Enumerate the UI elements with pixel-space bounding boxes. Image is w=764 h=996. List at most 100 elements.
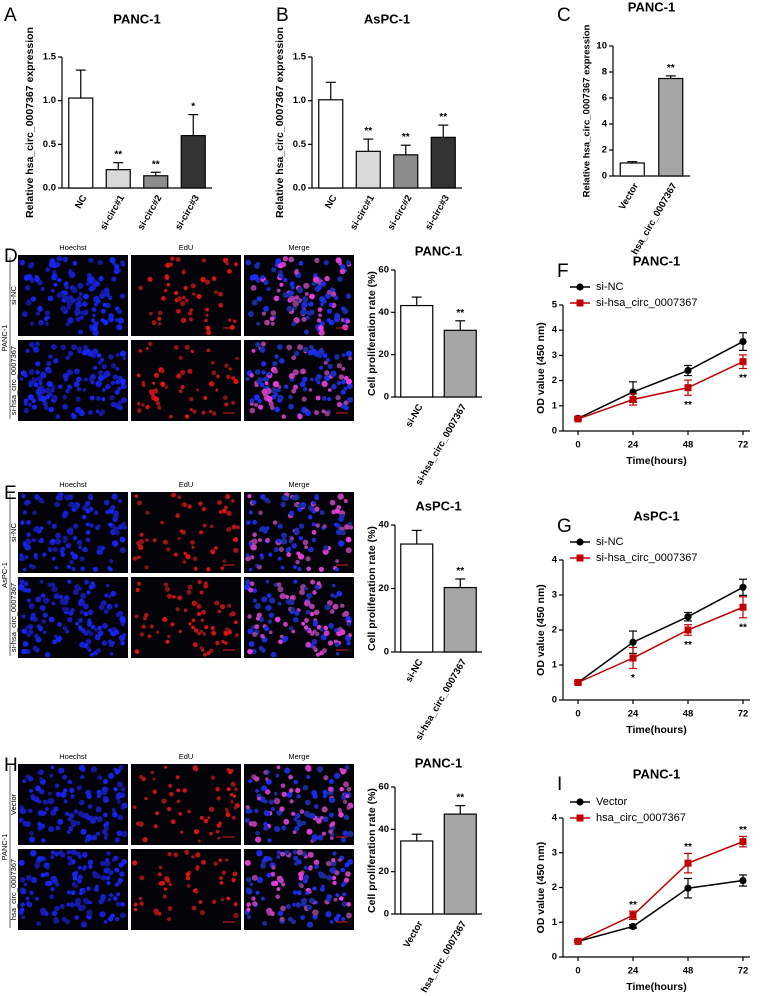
cell-dot	[114, 603, 119, 608]
cell-dot	[75, 316, 81, 322]
cell-dot	[302, 386, 308, 392]
cell-dot	[303, 874, 309, 880]
cell-dot	[105, 509, 110, 515]
cell-dot	[341, 794, 347, 800]
cell-dot	[25, 625, 29, 630]
cell-dot	[22, 809, 27, 814]
cell-dot	[281, 825, 287, 831]
cell-dot	[85, 530, 91, 535]
cell-dot	[184, 414, 190, 419]
cell-dot	[120, 260, 125, 266]
cell-dot	[30, 296, 37, 302]
cell-dot	[247, 915, 252, 920]
cell-dot	[312, 501, 317, 505]
chart-title: AsPC-1	[415, 498, 461, 513]
cell-dot	[69, 559, 74, 565]
cell-dot	[72, 875, 78, 881]
cell-dot	[348, 633, 352, 638]
y-tick-label: 0	[384, 909, 389, 920]
legend-marker	[576, 299, 584, 307]
cell-dot	[277, 586, 284, 593]
cell-dot	[113, 268, 120, 275]
cell-dot	[325, 860, 332, 867]
micrograph	[244, 255, 354, 336]
cell-dot	[218, 510, 223, 514]
data-point	[629, 654, 637, 662]
cell-dot	[255, 831, 260, 836]
cell-dot	[186, 876, 190, 881]
cell-dot	[345, 293, 352, 299]
cell-dot	[73, 589, 79, 596]
cell-dot	[262, 921, 267, 926]
chart-title: AsPC-1	[633, 508, 679, 523]
cell-dot	[152, 381, 156, 385]
cell-dot	[49, 773, 54, 778]
cell-dot	[175, 607, 180, 612]
cell-dot	[49, 258, 56, 265]
cell-dot	[192, 292, 196, 296]
cell-dot	[89, 523, 94, 528]
cell-dot	[323, 545, 329, 551]
cell-dot	[45, 394, 51, 400]
cell-dot	[117, 400, 123, 406]
cell-dot	[335, 508, 340, 514]
cell-dot	[276, 765, 281, 770]
cell-dot	[341, 367, 346, 371]
cell-dot	[292, 902, 297, 907]
cell-dot	[53, 593, 60, 600]
significance: **	[739, 622, 747, 633]
cell-dot	[51, 586, 58, 593]
cell-dot	[24, 285, 31, 291]
cell-dot	[119, 912, 126, 919]
cell-dot	[78, 329, 83, 335]
cell-dot	[87, 804, 93, 809]
cell-dot	[105, 858, 110, 863]
cell-dot	[117, 814, 124, 821]
cell-dot	[83, 344, 88, 350]
cell-dot	[344, 877, 349, 883]
cell-dot	[86, 909, 93, 916]
cell-dot	[256, 321, 261, 326]
cell-dot	[274, 616, 281, 623]
cell-layer	[19, 341, 127, 420]
cell-dot	[344, 765, 350, 770]
cell-dot	[67, 579, 72, 584]
cell-dot	[51, 394, 58, 401]
cell-dot	[102, 829, 107, 835]
cell-dot	[204, 625, 209, 630]
cell-dot	[35, 388, 42, 395]
cell-dot	[97, 260, 103, 266]
cell-dot	[109, 508, 114, 514]
cell-dot	[203, 396, 208, 400]
cell-dot	[56, 292, 63, 299]
cell-dot	[135, 587, 140, 593]
cell-dot	[321, 298, 327, 304]
cell-dot	[29, 341, 35, 348]
cell-dot	[235, 633, 239, 637]
panel-letter: C	[557, 5, 571, 26]
cell-dot	[23, 581, 29, 586]
cell-dot	[167, 906, 173, 911]
cell-dot	[258, 510, 263, 516]
cell-dot	[305, 556, 311, 562]
cell-dot	[33, 525, 40, 532]
y-tick-label: 40	[378, 824, 389, 835]
cell-dot	[106, 851, 111, 856]
cell-dot	[36, 921, 41, 926]
cell-dot	[37, 305, 43, 312]
cell-dot	[262, 376, 269, 383]
cell-dot	[324, 370, 330, 376]
cell-dot	[50, 538, 55, 544]
cell-dot	[338, 261, 342, 266]
cell-dot	[298, 536, 304, 541]
cell-dot	[272, 368, 278, 374]
significance: **	[684, 640, 692, 651]
cell-dot	[265, 777, 269, 781]
cell-layer	[18, 579, 126, 658]
cell-dot	[306, 828, 313, 835]
cell-dot	[311, 638, 318, 645]
cell-dot	[19, 579, 25, 585]
bar	[318, 99, 344, 189]
cell-dot	[67, 617, 73, 623]
cell-dot	[136, 373, 141, 378]
